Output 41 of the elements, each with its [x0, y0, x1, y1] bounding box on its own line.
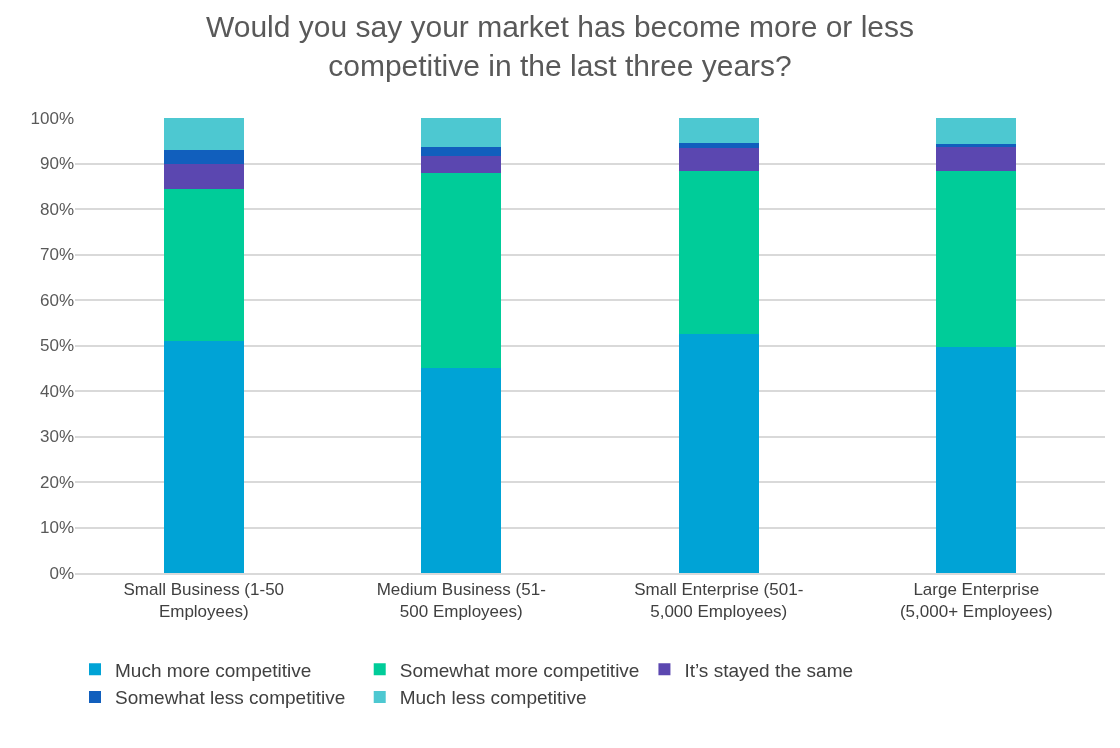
y-tick-label: 40% — [39, 381, 74, 401]
bar — [678, 118, 759, 144]
legend-label: Somewhat more competitive — [399, 659, 640, 681]
bar — [421, 172, 502, 369]
legend-label: Much more competitive — [115, 659, 312, 681]
y-tick-label: 100% — [30, 108, 74, 128]
x-tick-label: Large Enterprise (5,000+ Employees) — [899, 580, 1053, 622]
bar — [163, 118, 244, 150]
bar — [678, 171, 759, 334]
y-tick-label: 70% — [39, 245, 74, 265]
bar — [421, 368, 502, 573]
x-tick-label: Small Business (1-50 Employees) — [123, 580, 285, 622]
x-tick-label: Medium Business (51- 500 Employees) — [376, 580, 546, 622]
bar — [163, 163, 244, 190]
y-tick-label: 80% — [39, 199, 74, 219]
y-tick-label: 10% — [39, 518, 74, 538]
bar — [163, 189, 244, 341]
y-tick-label: 30% — [39, 427, 74, 447]
legend-label: It’s stayed the same — [684, 659, 854, 681]
bar — [678, 333, 759, 573]
bar — [678, 148, 759, 172]
bar — [936, 147, 1017, 172]
chart-title: Would you say your market has become more or less competitive in the last three years? — [205, 10, 915, 83]
bar — [421, 155, 502, 173]
bar — [936, 171, 1017, 347]
y-tick-label: 90% — [39, 154, 74, 174]
bar — [163, 340, 244, 573]
y-tick-label: 50% — [39, 336, 74, 356]
bar — [163, 149, 244, 164]
bar — [678, 143, 759, 149]
y-tick-label: 60% — [39, 290, 74, 310]
bar — [936, 118, 1017, 145]
legend-label: Somewhat less competitive — [115, 687, 346, 709]
bar — [421, 147, 502, 156]
y-tick-label: 0% — [49, 563, 74, 583]
bar — [936, 144, 1017, 148]
y-tick-label: 20% — [39, 472, 74, 492]
x-tick-label: Small Enterprise (501- 5,000 Employees) — [634, 580, 804, 622]
bar — [421, 118, 502, 148]
legend-label: Much less competitive — [399, 687, 587, 709]
bar — [936, 346, 1017, 573]
